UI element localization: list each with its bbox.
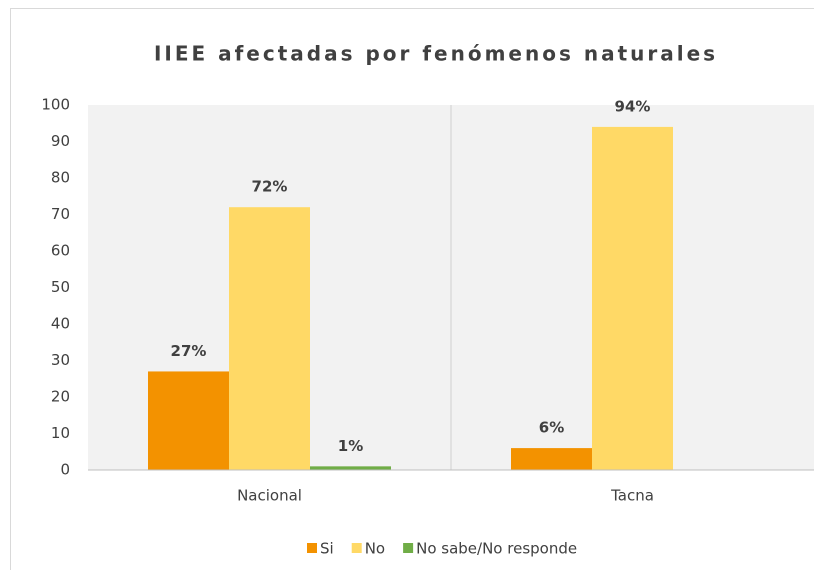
y-tick-label: 80	[51, 169, 70, 187]
y-tick-label: 0	[60, 461, 70, 479]
legend-swatch	[307, 543, 317, 553]
y-tick-label: 90	[51, 132, 70, 150]
legend-label: Si	[320, 540, 334, 558]
y-tick-label: 60	[51, 242, 70, 260]
x-tick-label: Nacional	[237, 487, 302, 505]
y-tick-label: 70	[51, 205, 70, 223]
y-tick-label: 30	[51, 351, 70, 369]
y-tick-label: 40	[51, 315, 70, 333]
legend-label: No sabe/No responde	[416, 540, 577, 558]
legend-label: No	[365, 540, 385, 558]
legend-swatch	[351, 543, 362, 553]
x-tick-label: Tacna	[610, 487, 654, 505]
chart-title: IIEE afectadas por fenómenos naturales	[154, 42, 718, 66]
data-label: 6%	[539, 419, 564, 437]
bar	[592, 126, 673, 471]
y-tick-label: 50	[51, 278, 70, 296]
data-label: 72%	[252, 178, 288, 196]
data-label: 94%	[615, 97, 651, 115]
bar	[310, 466, 391, 470]
data-label: 1%	[338, 437, 363, 455]
y-tick-label: 20	[51, 388, 70, 406]
y-tick-label: 100	[41, 96, 70, 114]
bar	[511, 448, 592, 470]
bar	[229, 207, 310, 470]
bar	[148, 371, 229, 470]
legend-swatch	[403, 543, 414, 553]
y-tick-label: 10	[51, 424, 70, 442]
data-label: 27%	[171, 342, 207, 360]
